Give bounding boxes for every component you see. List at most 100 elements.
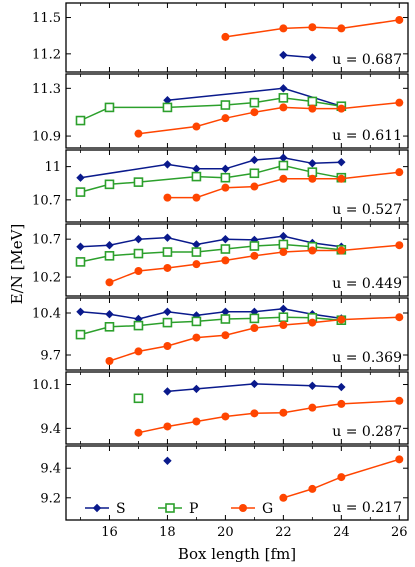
data-point (337, 315, 346, 324)
data-point (279, 84, 288, 93)
data-point (162, 317, 173, 328)
data-point (133, 320, 144, 331)
data-point (191, 171, 202, 182)
data-point (279, 248, 288, 257)
data-point (337, 174, 346, 183)
data-point (250, 155, 259, 165)
data-point (163, 233, 172, 242)
data-point (76, 307, 85, 316)
data-point (104, 179, 115, 190)
data-point (134, 347, 143, 356)
data-point (192, 417, 201, 426)
panel-annotation: u = 0.369 (332, 350, 402, 366)
data-point (308, 484, 317, 493)
data-point (104, 321, 115, 332)
panel-annotation: u = 0.217 (332, 500, 402, 516)
series-P (75, 312, 347, 340)
data-point (163, 307, 172, 316)
series-line (138, 101, 400, 135)
data-point (250, 379, 259, 389)
data-point (220, 244, 231, 254)
data-point (308, 381, 317, 390)
data-point (75, 257, 86, 267)
data-point (192, 240, 201, 249)
data-point (220, 100, 231, 110)
legend-entry-G: G (231, 501, 273, 517)
data-point (337, 473, 346, 482)
series-P (75, 160, 347, 197)
panel-5: 9.7 10.4 u = 0.369 (32, 297, 409, 371)
panel-frame (65, 297, 409, 371)
data-point (133, 248, 144, 259)
series-line (80, 157, 342, 179)
legend-marker (239, 504, 247, 512)
y-tick-label: 10.7 (32, 233, 61, 248)
series-S (76, 231, 346, 251)
data-point (133, 393, 144, 404)
panel-2: 10.9 11.3 u = 0.611 (32, 73, 409, 149)
legend-marker (165, 503, 175, 513)
series-line (80, 243, 342, 263)
data-point (308, 174, 317, 183)
data-point (163, 422, 172, 431)
panel-annotation: u = 0.611 (332, 128, 402, 144)
data-point (105, 310, 114, 319)
data-point (279, 321, 288, 329)
data-point (395, 168, 404, 177)
data-point (75, 115, 86, 126)
data-point (221, 234, 230, 244)
data-point (395, 241, 404, 250)
series-S (76, 153, 346, 182)
y-tick-label: 11 (44, 160, 61, 175)
legend-entry-P: P (158, 501, 198, 517)
data-point (192, 193, 201, 202)
data-point (278, 312, 289, 323)
panel-frame (65, 223, 409, 297)
series-G (163, 168, 404, 202)
data-point (249, 168, 260, 179)
data-point (307, 96, 318, 107)
data-point (221, 32, 230, 41)
data-point (395, 455, 404, 464)
series-S (163, 379, 346, 396)
panel-frame (65, 73, 409, 149)
panel-frame (65, 445, 409, 521)
panel-frame (65, 149, 409, 223)
data-point (220, 172, 231, 183)
data-point (308, 403, 317, 412)
data-point (163, 193, 172, 202)
data-point (337, 246, 346, 255)
data-point (279, 304, 288, 313)
x-tick-label: 26 (391, 525, 408, 540)
data-point (279, 24, 288, 33)
series-G (221, 15, 404, 41)
data-point (279, 153, 288, 162)
data-point (279, 50, 288, 60)
data-point (163, 387, 172, 396)
data-point (163, 342, 172, 350)
data-point (337, 399, 346, 408)
series-line (167, 171, 400, 199)
data-point (308, 104, 317, 113)
y-tick-label: 11.2 (32, 47, 61, 62)
data-point (191, 316, 202, 327)
data-point (220, 314, 231, 324)
x-tick-label: 16 (101, 525, 118, 540)
data-point (105, 357, 114, 365)
y-tick-label: 10.2 (32, 271, 61, 286)
data-point (278, 239, 289, 250)
series-G (105, 313, 404, 365)
legend-marker (92, 503, 102, 513)
data-point (395, 98, 404, 107)
x-axis-label: Box length [fm] (178, 545, 296, 563)
data-point (250, 182, 259, 191)
data-point (308, 159, 317, 168)
series-G (279, 455, 404, 502)
data-point (134, 234, 143, 244)
data-point (278, 93, 289, 103)
data-point (279, 103, 288, 112)
data-point (221, 331, 230, 340)
data-point (134, 428, 143, 437)
data-point (163, 160, 172, 169)
